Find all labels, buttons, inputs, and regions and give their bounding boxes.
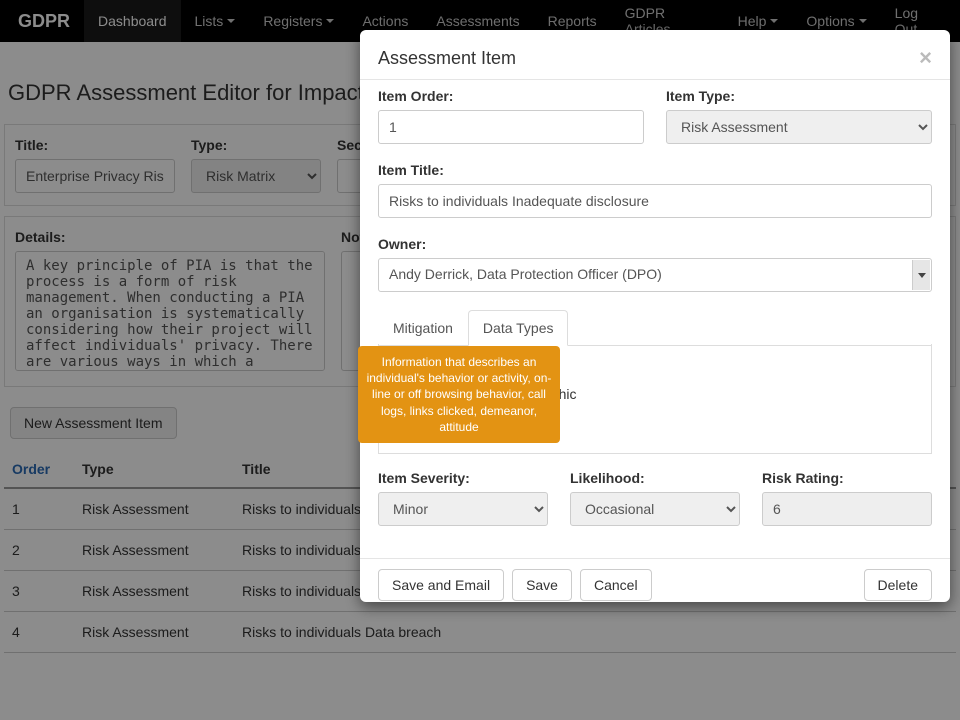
- severity-select[interactable]: Minor: [378, 492, 548, 526]
- save-email-button[interactable]: Save and Email: [378, 569, 504, 601]
- modal-footer: Save and Email Save Cancel Delete: [360, 558, 950, 601]
- likelihood-select[interactable]: Occasional: [570, 492, 740, 526]
- tab-data-types[interactable]: Data Types: [468, 310, 569, 346]
- likelihood-label: Likelihood:: [570, 470, 740, 486]
- owner-label: Owner:: [378, 236, 932, 252]
- item-order-input[interactable]: [378, 110, 644, 144]
- risk-rating-label: Risk Rating:: [762, 470, 932, 486]
- tab-mitigation[interactable]: Mitigation: [378, 310, 468, 346]
- cancel-button[interactable]: Cancel: [580, 569, 652, 601]
- modal-body: Item Order: Item Type: Risk Assessment I…: [360, 79, 950, 554]
- chevron-down-icon: [912, 260, 930, 290]
- delete-button[interactable]: Delete: [864, 569, 932, 601]
- item-type-label: Item Type:: [666, 88, 932, 104]
- modal-header: Assessment Item ×: [360, 30, 950, 79]
- tooltip: Information that describes an individual…: [358, 346, 560, 443]
- item-title-input[interactable]: [378, 184, 932, 218]
- item-type-select[interactable]: Risk Assessment: [666, 110, 932, 144]
- severity-label: Item Severity:: [378, 470, 548, 486]
- close-icon[interactable]: ×: [919, 45, 932, 71]
- assessment-item-modal: Assessment Item × Item Order: Item Type:…: [360, 30, 950, 602]
- risk-rating-output: [762, 492, 932, 526]
- save-button[interactable]: Save: [512, 569, 572, 601]
- owner-value: Andy Derrick, Data Protection Officer (D…: [378, 258, 932, 292]
- owner-select[interactable]: Andy Derrick, Data Protection Officer (D…: [378, 258, 932, 292]
- item-order-label: Item Order:: [378, 88, 644, 104]
- item-title-label: Item Title:: [378, 162, 932, 178]
- modal-title: Assessment Item: [378, 48, 516, 69]
- modal-tabs: Mitigation Data Types: [378, 310, 932, 346]
